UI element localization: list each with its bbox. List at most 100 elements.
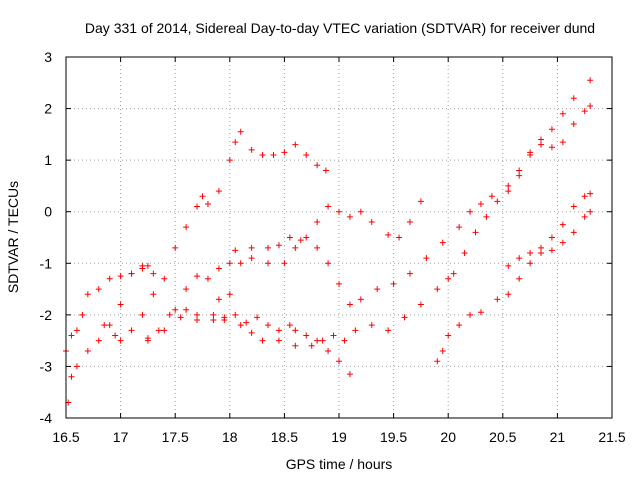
x-tick-label: 20 <box>440 429 456 445</box>
data-point <box>221 314 228 321</box>
data-point <box>303 332 310 339</box>
data-point <box>559 139 566 146</box>
plot-frame <box>65 56 613 419</box>
data-point <box>516 172 523 179</box>
data-point <box>401 314 408 321</box>
data-point <box>314 244 321 251</box>
data-point <box>265 260 272 267</box>
data-point <box>374 286 381 293</box>
data-point <box>581 193 588 200</box>
data-point <box>346 301 353 308</box>
data-point <box>434 286 441 293</box>
data-point <box>390 280 397 287</box>
data-point <box>314 162 321 169</box>
x-tick-label: 18 <box>222 429 238 445</box>
series-arc-3 <box>144 306 353 378</box>
data-point <box>79 311 86 318</box>
data-point <box>477 200 484 207</box>
data-point <box>559 239 566 246</box>
data-point <box>210 311 217 318</box>
y-tick-label: -3 <box>40 358 53 374</box>
x-tick-label: 21.5 <box>598 429 625 445</box>
data-point <box>538 136 545 143</box>
data-point <box>281 260 288 267</box>
data-point <box>439 347 446 354</box>
y-tick-label: 2 <box>44 101 52 117</box>
data-point <box>581 213 588 220</box>
data-point <box>516 255 523 262</box>
data-point <box>357 296 364 303</box>
data-point <box>330 332 337 339</box>
data-point <box>128 327 135 334</box>
data-point <box>232 247 239 254</box>
data-point <box>259 337 266 344</box>
data-point <box>139 262 146 269</box>
data-point <box>150 291 157 298</box>
data-point <box>226 260 233 267</box>
data-point <box>548 126 555 133</box>
data-point <box>303 234 310 241</box>
series-arc-6 <box>221 77 594 349</box>
y-tick-label: -2 <box>40 307 53 323</box>
data-point <box>385 231 392 238</box>
data-point <box>155 327 162 334</box>
data-point <box>232 311 239 318</box>
data-point <box>570 203 577 210</box>
data-point <box>477 309 484 316</box>
data-point <box>406 219 413 226</box>
data-point <box>516 275 523 282</box>
data-point <box>303 151 310 158</box>
data-point <box>95 337 102 344</box>
data-point <box>292 244 299 251</box>
data-point <box>587 208 594 215</box>
data-point <box>286 234 293 241</box>
series-arc-2 <box>101 128 329 344</box>
data-point <box>194 311 201 318</box>
data-point <box>183 306 190 313</box>
data-point <box>73 327 80 334</box>
data-point <box>505 182 512 189</box>
data-point <box>396 234 403 241</box>
x-tick-label: 18.5 <box>271 429 298 445</box>
data-point <box>226 157 233 164</box>
data-point <box>570 95 577 102</box>
data-point <box>505 291 512 298</box>
data-point <box>368 219 375 226</box>
x-tick-label: 16.5 <box>52 429 79 445</box>
data-point <box>467 208 474 215</box>
series-arc-1 <box>63 262 157 354</box>
data-point <box>139 311 146 318</box>
data-point <box>210 317 217 324</box>
data-point <box>483 213 490 220</box>
data-point <box>150 270 157 277</box>
data-point <box>106 322 113 329</box>
data-point <box>292 327 299 334</box>
data-point <box>538 141 545 148</box>
data-point <box>275 242 282 249</box>
data-point <box>112 332 119 339</box>
data-point <box>237 128 244 135</box>
data-point <box>177 314 184 321</box>
data-point <box>204 275 211 282</box>
data-point <box>172 306 179 313</box>
data-point <box>538 244 545 251</box>
data-point <box>570 121 577 128</box>
data-point <box>587 190 594 197</box>
data-point <box>68 332 75 339</box>
x-tick-label: 17.5 <box>162 429 189 445</box>
data-point <box>172 244 179 251</box>
data-point <box>254 314 261 321</box>
data-point <box>243 319 250 326</box>
data-point <box>325 347 332 354</box>
data-point <box>494 296 501 303</box>
data-point <box>248 146 255 153</box>
data-point <box>106 275 113 282</box>
data-point <box>95 286 102 293</box>
data-point <box>548 234 555 241</box>
data-point <box>194 273 201 280</box>
data-point <box>570 229 577 236</box>
data-point <box>248 329 255 336</box>
data-point <box>423 255 430 262</box>
data-point <box>439 239 446 246</box>
